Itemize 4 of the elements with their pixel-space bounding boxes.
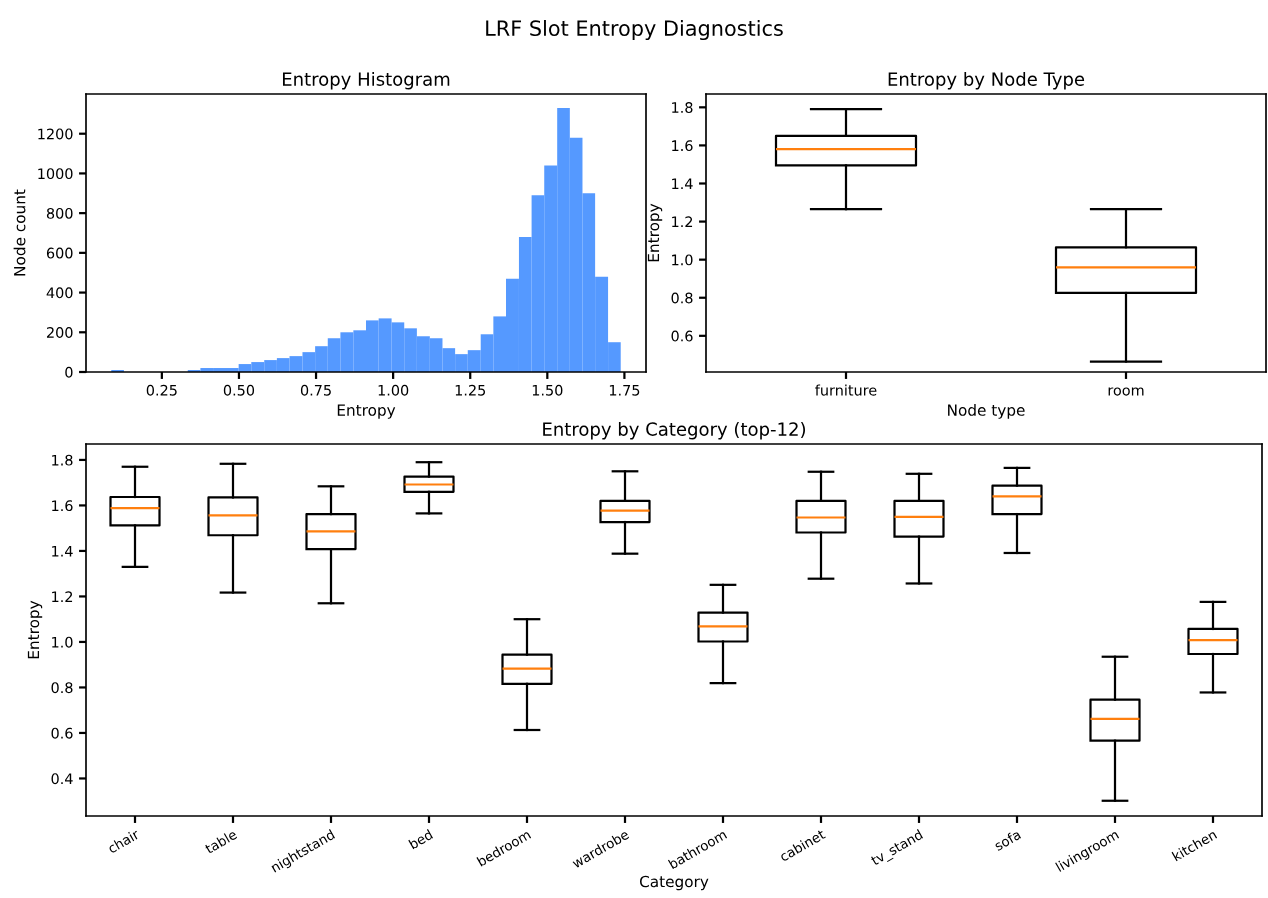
chart-title: Entropy by Category (top-12) [543, 421, 806, 440]
text: LRF Slot Entropy Diagnostics [486, 19, 783, 41]
chart-title: Entropy Histogram [283, 71, 450, 90]
chart-title: Entropy by Node Type [888, 71, 1085, 90]
